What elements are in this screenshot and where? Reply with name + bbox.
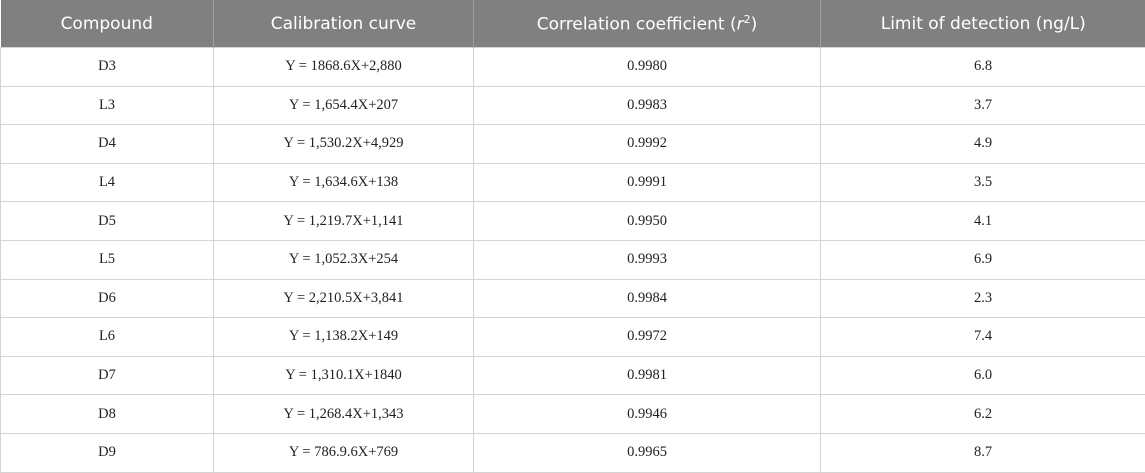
table-cell: D7 bbox=[1, 356, 214, 395]
table-cell: 0.9950 bbox=[474, 202, 821, 241]
table-cell: 0.9965 bbox=[474, 433, 821, 472]
table-cell: 0.9984 bbox=[474, 279, 821, 318]
table-cell: Y = 1,654.4X+207 bbox=[214, 86, 474, 125]
table-cell: L4 bbox=[1, 163, 214, 202]
header-italic: r bbox=[737, 14, 744, 34]
table-cell: Y = 1,219.7X+1,141 bbox=[214, 202, 474, 241]
table-cell: D6 bbox=[1, 279, 214, 318]
table-cell: 4.1 bbox=[821, 202, 1145, 241]
table-cell: 8.7 bbox=[821, 433, 1145, 472]
table-cell: 4.9 bbox=[821, 125, 1145, 164]
table-cell: D9 bbox=[1, 433, 214, 472]
table-cell: D3 bbox=[1, 48, 214, 87]
table-cell: Y = 1,530.2X+4,929 bbox=[214, 125, 474, 164]
table-cell: 6.8 bbox=[821, 48, 1145, 87]
header-row: Compound Calibration curve Correlation c… bbox=[1, 0, 1145, 48]
header-superscript: 2 bbox=[744, 13, 751, 26]
table-cell: Y = 1,634.6X+138 bbox=[214, 163, 474, 202]
table-cell: Y = 1,138.2X+149 bbox=[214, 318, 474, 357]
table-cell: L6 bbox=[1, 318, 214, 357]
table-cell: 3.7 bbox=[821, 86, 1145, 125]
table-cell: D4 bbox=[1, 125, 214, 164]
table-cell: Y = 2,210.5X+3,841 bbox=[214, 279, 474, 318]
table-cell: 0.9946 bbox=[474, 395, 821, 434]
table-cell: D5 bbox=[1, 202, 214, 241]
table-cell: 6.9 bbox=[821, 240, 1145, 279]
table-cell: 0.9992 bbox=[474, 125, 821, 164]
table-cell: 0.9981 bbox=[474, 356, 821, 395]
table-cell: 2.3 bbox=[821, 279, 1145, 318]
table-cell: 0.9993 bbox=[474, 240, 821, 279]
table-cell: D8 bbox=[1, 395, 214, 434]
header-cell: Correlation coefficient (r2) bbox=[474, 0, 821, 48]
table-cell: Y = 786.9.6X+769 bbox=[214, 433, 474, 472]
table-cell: 3.5 bbox=[821, 163, 1145, 202]
header-cell: Calibration curve bbox=[214, 0, 474, 48]
table-cell: Y = 1,268.4X+1,343 bbox=[214, 395, 474, 434]
table-cell: Y = 1,310.1X+1840 bbox=[214, 356, 474, 395]
table-header: Compound Calibration curve Correlation c… bbox=[1, 0, 1145, 48]
table-cell: L3 bbox=[1, 86, 214, 125]
table-cell: 0.9972 bbox=[474, 318, 821, 357]
table-cell: 6.0 bbox=[821, 356, 1145, 395]
table-cell: Y = 1,052.3X+254 bbox=[214, 240, 474, 279]
table-cell: 0.9991 bbox=[474, 163, 821, 202]
table-cell: 6.2 bbox=[821, 395, 1145, 434]
table-cell: L5 bbox=[1, 240, 214, 279]
header-text: Correlation coefficient ( bbox=[537, 14, 737, 34]
header-text: ) bbox=[751, 14, 758, 34]
table-cell: Y = 1868.6X+2,880 bbox=[214, 48, 474, 87]
table-cell: 7.4 bbox=[821, 318, 1145, 357]
header-cell: Compound bbox=[1, 0, 214, 48]
table-cell: 0.9983 bbox=[474, 86, 821, 125]
table-cell: 0.9980 bbox=[474, 48, 821, 87]
header-cell: Limit of detection (ng/L) bbox=[821, 0, 1145, 48]
